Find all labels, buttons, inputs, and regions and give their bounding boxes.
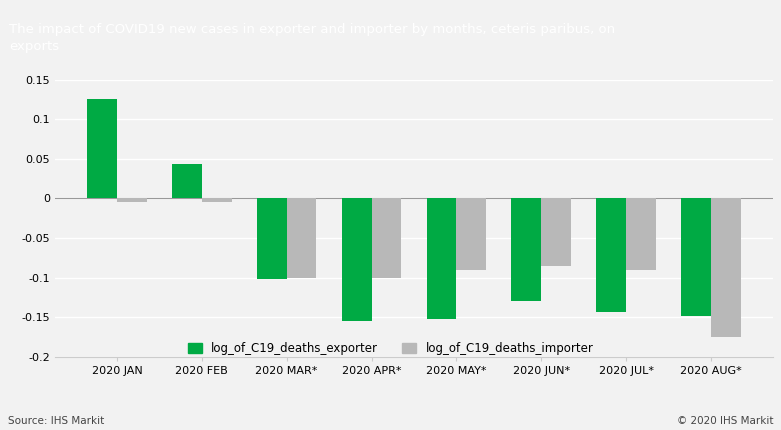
Bar: [172, 164, 201, 198]
Text: The impact of COVID19 new cases in exporter and importer by months, ceteris pari: The impact of COVID19 new cases in expor…: [9, 23, 615, 52]
Bar: [597, 198, 626, 312]
Bar: [87, 99, 117, 198]
Bar: [711, 198, 740, 337]
Bar: [342, 198, 372, 321]
Bar: [541, 198, 571, 266]
Bar: [201, 198, 231, 203]
Legend: log_of_C19_deaths_exporter, log_of_C19_deaths_importer: log_of_C19_deaths_exporter, log_of_C19_d…: [183, 337, 598, 359]
Bar: [512, 198, 541, 301]
Text: © 2020 IHS Markit: © 2020 IHS Markit: [676, 416, 773, 426]
Bar: [257, 198, 287, 279]
Bar: [456, 198, 486, 270]
Bar: [287, 198, 316, 278]
Bar: [372, 198, 401, 278]
Bar: [426, 198, 456, 319]
Text: Source: IHS Markit: Source: IHS Markit: [8, 416, 104, 426]
Bar: [681, 198, 711, 316]
Bar: [117, 198, 147, 203]
Bar: [626, 198, 656, 270]
